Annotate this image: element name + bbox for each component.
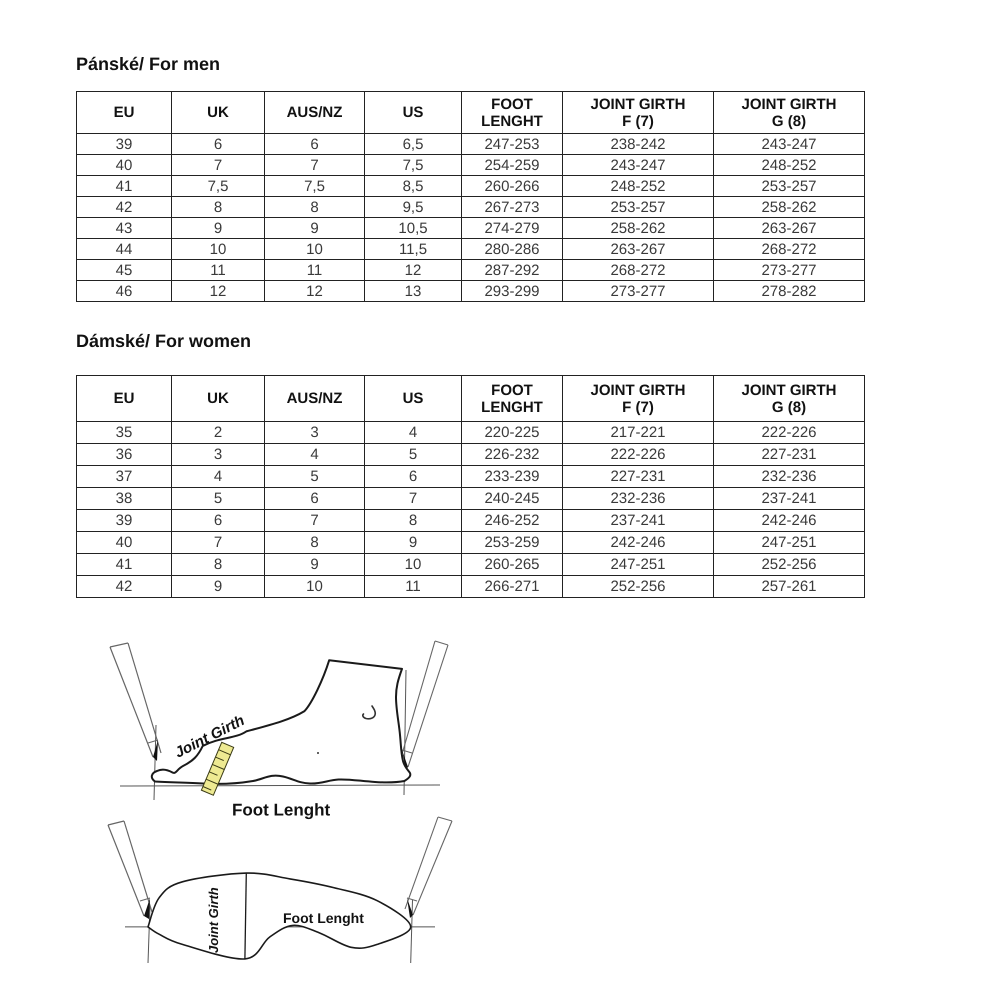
svg-text:Joint Girth: Joint Girth bbox=[206, 887, 221, 953]
svg-text:Foot Lenght: Foot Lenght bbox=[283, 910, 364, 926]
